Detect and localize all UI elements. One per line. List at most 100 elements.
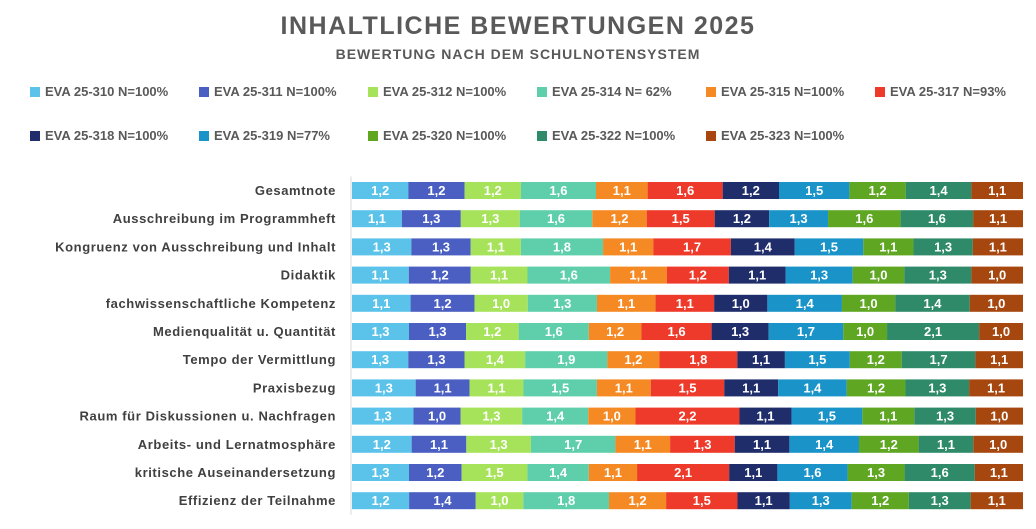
- data-label: 1,2: [433, 296, 451, 311]
- bar-segment: [641, 323, 712, 340]
- data-label: 1,1: [753, 437, 771, 452]
- data-label: 1,2: [610, 211, 628, 226]
- data-label: 1,3: [482, 409, 500, 424]
- category-label: Arbeits- und Lernatmosphäre: [138, 437, 336, 452]
- data-label: 1,0: [856, 324, 874, 339]
- bar-segment: [352, 238, 412, 256]
- bar-segment: [596, 379, 651, 397]
- data-label: 1,7: [683, 239, 701, 254]
- bar-segment: [908, 492, 971, 510]
- legend-item: EVA 25-322 N=100%: [537, 128, 675, 143]
- data-label: 1,1: [371, 268, 389, 283]
- data-label: 1,1: [748, 268, 766, 283]
- bar-segment: [410, 294, 475, 312]
- data-label: 1,1: [752, 352, 770, 367]
- bar-segment: [460, 407, 523, 425]
- bar-segment: [530, 435, 616, 453]
- bar-segment: [470, 266, 528, 284]
- bar-segment: [784, 351, 850, 369]
- data-label: 1,2: [867, 352, 885, 367]
- bar-segment: [973, 435, 1023, 453]
- bar-segment: [904, 266, 972, 284]
- category-label: Didaktik: [281, 268, 337, 283]
- bar-segment: [464, 182, 521, 199]
- legend-swatch: [537, 86, 547, 97]
- data-label: 1,1: [604, 465, 622, 480]
- data-label: 1,1: [988, 493, 1006, 508]
- bar-segment: [352, 407, 414, 425]
- bar-segment: [974, 464, 1023, 481]
- legend-swatch: [368, 130, 378, 141]
- legend-label: EVA 25-319 N=77%: [214, 128, 330, 143]
- legend-label: EVA 25-315 N=100%: [721, 84, 845, 99]
- legend-item: EVA 25-314 N= 62%: [537, 84, 672, 99]
- bar-segment: [603, 238, 654, 256]
- category-label: Praxisbezug: [253, 380, 336, 395]
- data-label: 1,8: [689, 352, 707, 367]
- bar-segment: [413, 407, 461, 425]
- data-label: 1,2: [869, 183, 887, 198]
- data-label: 1,5: [485, 465, 503, 480]
- bar-segment: [518, 323, 589, 340]
- bar-segment: [711, 323, 769, 340]
- bar-segment: [714, 210, 770, 228]
- data-label: 1,1: [615, 380, 633, 395]
- data-label: 1,3: [373, 239, 391, 254]
- data-label: 1,4: [796, 296, 815, 311]
- data-label: 1,3: [481, 211, 499, 226]
- legend-item: EVA 25-310 N=100%: [30, 84, 168, 99]
- data-label: 1,1: [742, 380, 760, 395]
- data-label: 1,3: [432, 239, 450, 254]
- legend-swatch: [30, 86, 40, 97]
- bar-segment: [843, 323, 888, 340]
- data-label: 1,3: [867, 465, 885, 480]
- data-label: 1,2: [628, 493, 646, 508]
- bar-segment: [615, 435, 671, 453]
- bar-segment: [769, 210, 829, 228]
- data-label: 2,1: [924, 324, 942, 339]
- data-label: 1,1: [755, 493, 773, 508]
- bar-segment: [779, 182, 850, 199]
- category-label: Kongruenz von Ausschreibung und Inhalt: [55, 239, 336, 254]
- bar-segment: [352, 182, 409, 199]
- bar-segment: [904, 464, 975, 481]
- data-label: 1,3: [374, 409, 392, 424]
- data-label: 1,4: [433, 493, 452, 508]
- data-label: 1,2: [483, 324, 501, 339]
- bar-segment: [728, 266, 786, 284]
- bar-segment: [777, 464, 848, 481]
- data-label: 1,0: [492, 296, 510, 311]
- data-label: 2,2: [678, 409, 696, 424]
- data-label: 1,6: [545, 324, 563, 339]
- bar-segment: [767, 294, 842, 312]
- bar-segment: [523, 379, 597, 397]
- bar-segment: [863, 238, 914, 256]
- data-label: 1,7: [564, 437, 582, 452]
- data-label: 1,1: [490, 268, 508, 283]
- bar-segment: [785, 266, 853, 284]
- bar-segment: [646, 210, 715, 228]
- data-label: 1,1: [487, 380, 505, 395]
- bar-segment: [794, 238, 864, 256]
- data-label: 1,3: [693, 437, 711, 452]
- data-label: 1,3: [427, 352, 445, 367]
- data-label: 1,3: [790, 211, 808, 226]
- data-label: 1,1: [430, 437, 448, 452]
- data-label: 1,1: [368, 211, 386, 226]
- bar-segment: [415, 379, 470, 397]
- bar-segment: [737, 351, 785, 369]
- bar-segment: [900, 210, 974, 228]
- bar-segment: [852, 266, 905, 284]
- bar-segment: [975, 407, 1023, 425]
- legend-swatch: [706, 86, 716, 97]
- bar-segment: [849, 351, 902, 369]
- bar-segment: [778, 379, 847, 397]
- data-label: 1,1: [990, 352, 1008, 367]
- legend-swatch: [706, 130, 716, 141]
- data-label: 1,6: [560, 268, 578, 283]
- bar-segment: [352, 435, 412, 453]
- data-label: 1,1: [989, 211, 1007, 226]
- data-label: 1,1: [634, 437, 652, 452]
- data-label: 1,6: [855, 211, 873, 226]
- bar-segment: [469, 379, 524, 397]
